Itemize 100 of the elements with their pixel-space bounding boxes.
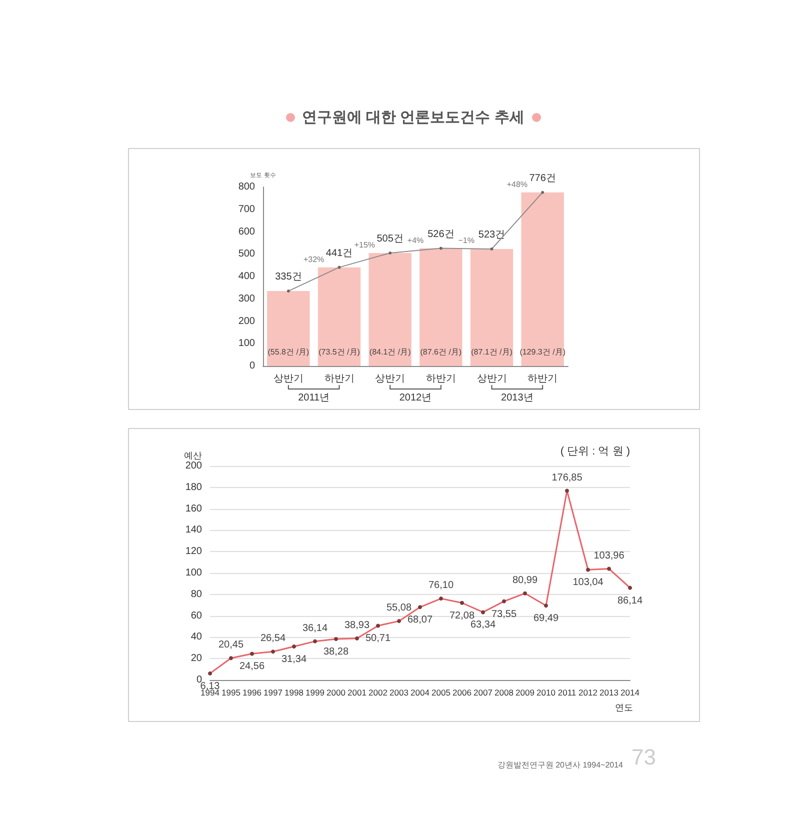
y-tick-label: 100 (238, 338, 256, 350)
x-tick-label: 1999 (306, 688, 325, 698)
bar (368, 253, 412, 366)
y-tick-label: 180 (185, 482, 202, 493)
data-label: 441건 (326, 248, 353, 259)
annotation: +48% (506, 180, 528, 189)
x-tick-label: 하반기 (426, 374, 456, 384)
bar (420, 248, 462, 366)
x-tick-label: 상반기 (273, 374, 304, 384)
bar (267, 291, 310, 366)
x-tick-label: 2004 (410, 688, 430, 698)
x-tick-label: 2007 (474, 688, 493, 698)
y-tick-label: 600 (238, 226, 256, 238)
y-tick-label: 500 (238, 248, 256, 260)
point (388, 252, 392, 255)
x-tick-label: 2002 (368, 688, 388, 698)
x-tick-label: 2005 (432, 688, 451, 698)
data-label: 63,34 (470, 620, 496, 631)
chart-title: 연구원에 대한 언론보도건수 추세 (302, 109, 524, 126)
y-tick-label: 200 (185, 460, 202, 472)
x-tick-label: 1998 (284, 688, 304, 698)
y-tick-label: 400 (238, 271, 256, 282)
y-tick-label: 80 (190, 588, 202, 600)
y-tick-label: 100 (185, 568, 202, 578)
point (541, 190, 544, 194)
data-label: 176,85 (552, 472, 583, 484)
y-tick-label: 20 (190, 653, 202, 664)
x-tick-label: 2009 (516, 688, 535, 698)
data-label: 36,14 (302, 622, 328, 634)
annotation: +4% (407, 236, 424, 245)
x-tick-label: 상반기 (375, 374, 406, 384)
point (286, 290, 290, 293)
data-label: 335건 (275, 272, 302, 283)
text: 2013년 (501, 392, 534, 404)
data-label: 68,07 (407, 614, 433, 626)
x-tick-label: 2010 (536, 688, 556, 698)
x-tick-label: 2003 (390, 688, 409, 698)
data-label: 31,34 (281, 654, 307, 665)
data-label: 80,99 (512, 574, 538, 586)
bar (318, 267, 361, 366)
x-tick-label: 상반기 (476, 374, 507, 384)
data-label: 523건 (478, 229, 506, 240)
data-label: 505건 (376, 234, 404, 245)
annotation: +32% (303, 254, 324, 264)
data-label: 776건 (529, 172, 556, 184)
y-tick-label: 700 (238, 204, 256, 215)
y-tick-label: 120 (185, 546, 202, 558)
data-label: 38,93 (344, 620, 370, 631)
data-label: 26,54 (260, 633, 286, 644)
x-tick-label: 2000 (326, 688, 346, 698)
text: ( 단위 : 억 원 ) (560, 446, 630, 458)
y-tick-label: 60 (190, 610, 202, 622)
point (439, 246, 442, 250)
annotation: −1% (458, 236, 474, 245)
x-tick-label: 2014 (620, 688, 640, 698)
data-label: 526건 (428, 228, 454, 240)
annotation: (55.8건 /月) (268, 348, 310, 356)
y-tick-label: 800 (238, 182, 256, 192)
data-label: 24,56 (239, 661, 265, 672)
data-label: 103,96 (594, 550, 625, 562)
y-tick-label: 200 (238, 316, 256, 327)
x-tick-label: 2008 (494, 688, 514, 698)
y-tick-label: 300 (238, 293, 256, 304)
x-tick-label: 하반기 (528, 374, 558, 384)
data-label: 55,08 (386, 602, 412, 614)
x-tick-label: 하반기 (324, 374, 354, 384)
data-label: 20,45 (218, 640, 244, 651)
data-label: 76,10 (428, 580, 454, 592)
y-tick-label: 140 (185, 524, 202, 536)
data-label: 38,28 (323, 646, 349, 658)
point (490, 247, 494, 250)
x-axis-title: 연도 (615, 702, 633, 712)
text: 2012년 (399, 392, 432, 404)
bar (521, 192, 564, 366)
data-label: 72,08 (449, 610, 475, 622)
data-label: 73,55 (491, 608, 517, 620)
annotation: (73.5건 /月) (318, 348, 360, 356)
x-tick-label: 1997 (264, 688, 283, 698)
text: 2011년 (298, 392, 330, 404)
annotation: (84.1건 /月) (369, 348, 412, 356)
x-tick-label: 2013 (600, 688, 619, 698)
data-label: 6,13 (200, 680, 220, 692)
annotation: (87.6건 /月) (420, 348, 462, 356)
bar (470, 248, 514, 366)
data-label: 86,14 (617, 595, 643, 606)
x-tick-label: 2011 (558, 688, 576, 698)
x-tick-label: 1996 (242, 688, 262, 698)
x-tick-label: 2001 (348, 688, 367, 698)
annotation: (129.3건 /月) (520, 348, 566, 356)
annotation: (87.1건 /月) (471, 348, 513, 356)
y-tick-label: 40 (190, 632, 202, 643)
annotation: +15% (354, 240, 376, 250)
y-tick-label: 0 (249, 360, 256, 372)
y-axis-title: 예산 (184, 450, 202, 460)
data-label: 103,04 (572, 577, 604, 588)
x-tick-label: 2012 (578, 688, 598, 698)
data-label: 50,71 (365, 633, 391, 644)
y-tick-label: 160 (185, 503, 202, 514)
text: 강원발전연구원 20년사 1994~2014 (497, 760, 624, 770)
data-label: 69,49 (533, 613, 559, 624)
